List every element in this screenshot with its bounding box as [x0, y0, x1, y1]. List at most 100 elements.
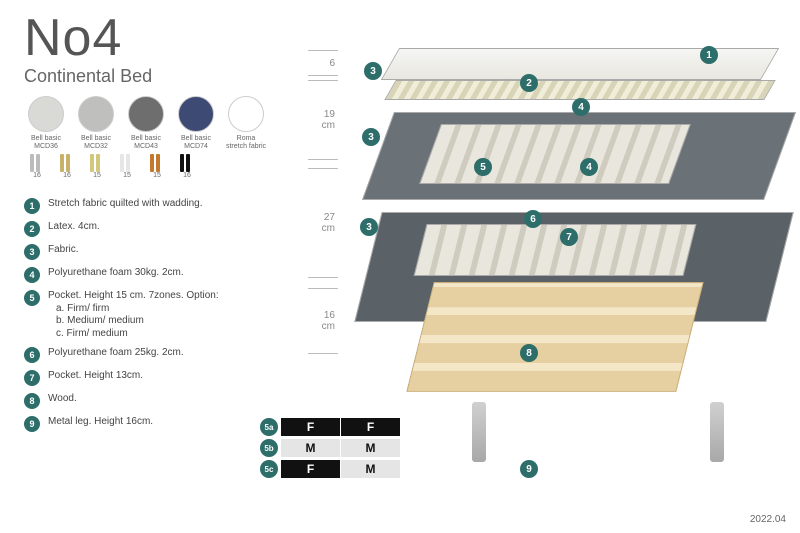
leg-icon — [54, 150, 76, 172]
dimension-label: 27 cm — [308, 168, 338, 278]
swatch: Bell basic MCD36 — [24, 96, 68, 150]
callout-dot: 4 — [580, 158, 598, 176]
leg-height: 15 — [144, 172, 170, 179]
swatch-code: MCD36 — [24, 143, 68, 150]
leg-icon — [144, 150, 166, 172]
firmness-id: 5a — [260, 418, 278, 436]
callout-dot: 5 — [474, 158, 492, 176]
spec-row: 1 Stretch fabric quilted with wadding. — [24, 198, 304, 214]
leg-options: 16 16 15 15 15 16 — [24, 150, 200, 179]
spec-number: 4 — [24, 267, 40, 283]
callout-dot: 8 — [520, 344, 538, 362]
spec-row: 2 Latex. 4cm. — [24, 221, 304, 237]
spec-number: 3 — [24, 244, 40, 260]
layer-base-springs — [414, 224, 697, 276]
spec-text: Polyurethane foam 25kg. 2cm. — [48, 347, 184, 360]
firmness-left: F — [281, 460, 341, 478]
leg-option: 15 — [84, 150, 110, 179]
swatch-name: Bell basic — [174, 135, 218, 143]
revision-date: 2022.04 — [750, 514, 786, 525]
swatch: Bell basic MCD74 — [174, 96, 218, 150]
layer-wood — [406, 282, 703, 392]
firmness-left: M — [281, 439, 341, 457]
spec-text: Wood. — [48, 393, 77, 406]
spec-number: 2 — [24, 221, 40, 237]
leg-height: 16 — [24, 172, 50, 179]
swatch: Bell basic MCD43 — [124, 96, 168, 150]
firmness-left: F — [281, 418, 341, 436]
spec-row: 5 Pocket. Height 15 cm. 7zones. Option:a.… — [24, 290, 304, 340]
layer-topper — [381, 48, 779, 80]
leg-option: 16 — [174, 150, 200, 179]
swatch-code: stretch fabric — [224, 143, 268, 150]
swatch-color — [178, 96, 214, 132]
leg-option: 16 — [54, 150, 80, 179]
spec-row: 4 Polyurethane foam 30kg. 2cm. — [24, 267, 304, 283]
callout-dot: 3 — [362, 128, 380, 146]
spec-number: 1 — [24, 198, 40, 214]
dimension-label: 19 cm — [308, 80, 338, 160]
spec-text: Polyurethane foam 30kg. 2cm. — [48, 267, 184, 280]
spec-text: Pocket. Height 15 cm. 7zones. Option:a. … — [48, 290, 219, 340]
spec-text: Stretch fabric quilted with wadding. — [48, 198, 203, 211]
leg-option: 15 — [144, 150, 170, 179]
swatch-name: Bell basic — [24, 135, 68, 143]
leg-height: 15 — [114, 172, 140, 179]
callout-dot: 7 — [560, 228, 578, 246]
layer-mattress-springs — [419, 124, 691, 184]
swatch-name: Bell basic — [74, 135, 118, 143]
leg-icon — [114, 150, 136, 172]
dimension-label: 6 — [308, 50, 338, 76]
spec-number: 6 — [24, 347, 40, 363]
spec-list: 1 Stretch fabric quilted with wadding. 2 La… — [24, 198, 304, 439]
swatch-name: Roma — [224, 135, 268, 143]
leg-height: 16 — [174, 172, 200, 179]
swatch-color — [78, 96, 114, 132]
swatch-name: Bell basic — [124, 135, 168, 143]
spec-number: 5 — [24, 290, 40, 306]
swatch-color — [128, 96, 164, 132]
spec-number: 7 — [24, 370, 40, 386]
spec-sub-option: c. Firm/ medium — [56, 328, 219, 341]
callout-dot: 2 — [520, 74, 538, 92]
spec-text: Pocket. Height 13cm. — [48, 370, 143, 383]
swatch-color — [228, 96, 264, 132]
callout-dot: 1 — [700, 46, 718, 64]
metal-leg — [472, 402, 486, 462]
leg-icon — [24, 150, 46, 172]
leg-option: 15 — [114, 150, 140, 179]
leg-icon — [174, 150, 196, 172]
leg-icon — [84, 150, 106, 172]
swatch-code: MCD74 — [174, 143, 218, 150]
spec-row: 8 Wood. — [24, 393, 304, 409]
spec-text: Fabric. — [48, 244, 79, 257]
spec-text: Metal leg. Height 16cm. — [48, 416, 153, 429]
spec-number: 9 — [24, 416, 40, 432]
spec-row: 7 Pocket. Height 13cm. — [24, 370, 304, 386]
swatch-color — [28, 96, 64, 132]
layer-latex — [384, 80, 776, 100]
callout-dot: 3 — [364, 62, 382, 80]
leg-option: 16 — [24, 150, 50, 179]
dimension-label: 16 cm — [308, 288, 338, 354]
spec-row: 3 Fabric. — [24, 244, 304, 260]
leg-height: 15 — [84, 172, 110, 179]
firmness-id: 5c — [260, 460, 278, 478]
bed-diagram — [350, 48, 780, 478]
leg-height: 16 — [54, 172, 80, 179]
fabric-swatches: Bell basic MCD36 Bell basic MCD32 Bell b… — [24, 96, 268, 150]
callout-dot: 9 — [520, 460, 538, 478]
model-title: No4 — [24, 12, 152, 64]
firmness-id: 5b — [260, 439, 278, 457]
spec-sub-option: b. Medium/ medium — [56, 315, 219, 328]
swatch-code: MCD32 — [74, 143, 118, 150]
spec-text: Latex. 4cm. — [48, 221, 100, 234]
spec-number: 8 — [24, 393, 40, 409]
swatch: Roma stretch fabric — [224, 96, 268, 150]
callout-dot: 4 — [572, 98, 590, 116]
spec-row: 6 Polyurethane foam 25kg. 2cm. — [24, 347, 304, 363]
spec-sub-option: a. Firm/ firm — [56, 303, 219, 316]
metal-leg — [710, 402, 724, 462]
swatch-code: MCD43 — [124, 143, 168, 150]
model-subtitle: Continental Bed — [24, 66, 152, 87]
